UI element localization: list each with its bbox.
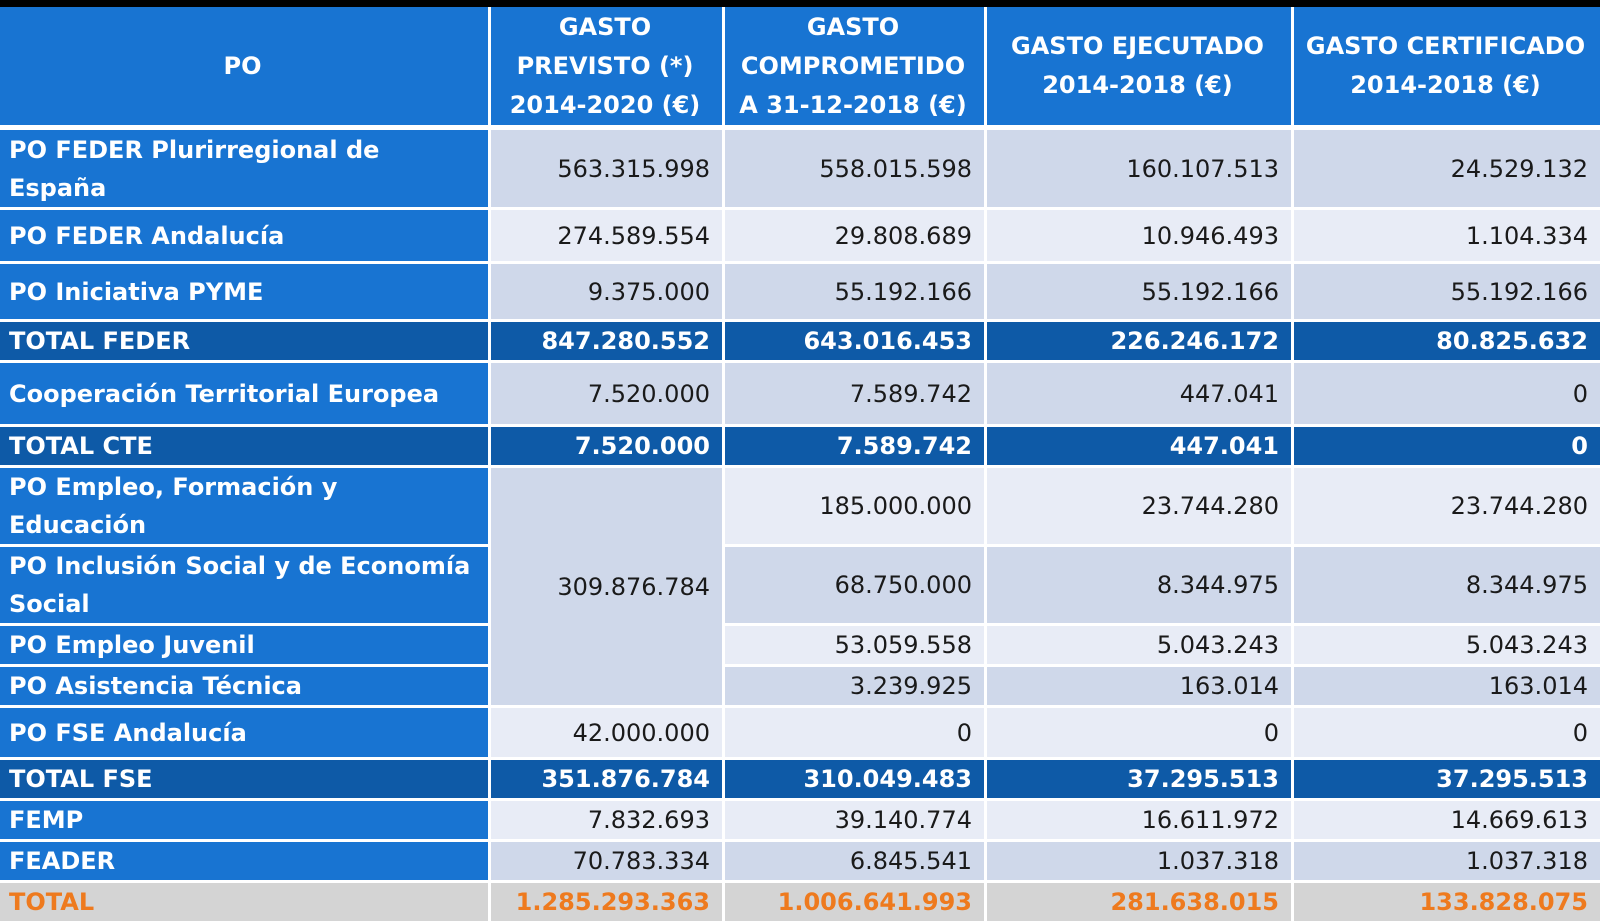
header-row: PO GASTO PREVISTO (*) 2014-2020 (€) GAST…	[0, 7, 1600, 130]
cell-value: 0	[1294, 363, 1600, 427]
cell-value: 29.808.689	[725, 210, 987, 264]
cell-value: 5.043.243	[987, 626, 1294, 667]
subtotal-row: TOTAL FEDER 847.280.552 643.016.453 226.…	[0, 322, 1600, 363]
row-label: PO Iniciativa PYME	[0, 264, 491, 322]
cell-value: 847.280.552	[491, 322, 725, 363]
cell-value: 563.315.998	[491, 130, 725, 210]
row-label: FEMP	[0, 801, 491, 842]
col-header-gasto-comprometido: GASTO COMPROMETIDO A 31-12-2018 (€)	[725, 7, 987, 130]
cell-value: 14.669.613	[1294, 801, 1600, 842]
table-row: PO Empleo, Formación y Educación 309.876…	[0, 468, 1600, 708]
cell-value: 24.529.132	[1294, 130, 1600, 210]
row-label: TOTAL	[0, 883, 491, 924]
table-row: PO FEDER Andalucía 274.589.554 29.808.68…	[0, 210, 1600, 264]
row-label: Cooperación Territorial Europea	[0, 363, 491, 427]
cell-value: 1.285.293.363	[491, 883, 725, 924]
cell-value: 16.611.972	[987, 801, 1294, 842]
cell-value: 10.946.493	[987, 210, 1294, 264]
cell-value: 310.049.483	[725, 760, 987, 801]
cell-value: 133.828.075	[1294, 883, 1600, 924]
table-row: FEMP 7.832.693 39.140.774 16.611.972 14.…	[0, 801, 1600, 842]
cell-value: 447.041	[987, 427, 1294, 468]
cell-value: 351.876.784	[491, 760, 725, 801]
cell-value: 0	[1294, 708, 1600, 760]
cell-value: 42.000.000	[491, 708, 725, 760]
cell-value: 8.344.975	[987, 547, 1294, 626]
cell-value: 163.014	[987, 667, 1294, 708]
cell-value: 55.192.166	[1294, 264, 1600, 322]
cell-value: 160.107.513	[987, 130, 1294, 210]
row-label: TOTAL FSE	[0, 760, 491, 801]
cell-value: 226.246.172	[987, 322, 1294, 363]
cell-value: 80.825.632	[1294, 322, 1600, 363]
cell-value: 0	[987, 708, 1294, 760]
cell-value: 447.041	[987, 363, 1294, 427]
cell-value: 7.520.000	[491, 363, 725, 427]
row-label: PO Inclusión Social y de Economía Social	[0, 547, 491, 626]
row-label: TOTAL FEDER	[0, 322, 491, 363]
cell-value: 185.000.000	[725, 468, 987, 547]
cell-value-merged: 309.876.784	[491, 468, 725, 708]
cell-value: 0	[1294, 427, 1600, 468]
row-label: PO FEDER Andalucía	[0, 210, 491, 264]
subtotal-row: TOTAL FSE 351.876.784 310.049.483 37.295…	[0, 760, 1600, 801]
cell-value: 55.192.166	[987, 264, 1294, 322]
cell-value: 70.783.334	[491, 842, 725, 883]
table-row: Cooperación Territorial Europea 7.520.00…	[0, 363, 1600, 427]
cell-value: 55.192.166	[725, 264, 987, 322]
col-header-gasto-previsto: GASTO PREVISTO (*) 2014-2020 (€)	[491, 7, 725, 130]
cell-value: 7.832.693	[491, 801, 725, 842]
table-row: PO FEDER Plurirregional de España 563.31…	[0, 130, 1600, 210]
cell-value: 39.140.774	[725, 801, 987, 842]
cell-value: 5.043.243	[1294, 626, 1600, 667]
cell-value: 0	[725, 708, 987, 760]
row-label: PO FEDER Plurirregional de España	[0, 130, 491, 210]
cell-value: 3.239.925	[725, 667, 987, 708]
col-header-gasto-ejecutado: GASTO EJECUTADO 2014-2018 (€)	[987, 7, 1294, 130]
cell-value: 558.015.598	[725, 130, 987, 210]
table-row: PO Empleo Juvenil 53.059.558 5.043.243 5…	[0, 626, 1600, 667]
col-header-gasto-certificado: GASTO CERTIFICADO 2014-2018 (€)	[1294, 7, 1600, 130]
row-label: PO Empleo, Formación y Educación	[0, 468, 491, 547]
slide: PO GASTO PREVISTO (*) 2014-2020 (€) GAST…	[0, 7, 1600, 924]
cell-value: 643.016.453	[725, 322, 987, 363]
table-row: PO Iniciativa PYME 9.375.000 55.192.166 …	[0, 264, 1600, 322]
cell-value: 68.750.000	[725, 547, 987, 626]
table-row: PO Inclusión Social y de Economía Social…	[0, 547, 1600, 626]
table-row: PO FSE Andalucía 42.000.000 0 0 0	[0, 708, 1600, 760]
cell-value: 9.375.000	[491, 264, 725, 322]
subtotal-row: TOTAL CTE 7.520.000 7.589.742 447.041 0	[0, 427, 1600, 468]
row-label: TOTAL CTE	[0, 427, 491, 468]
cell-value: 6.845.541	[725, 842, 987, 883]
cell-value: 8.344.975	[1294, 547, 1600, 626]
cell-value: 274.589.554	[491, 210, 725, 264]
cell-value: 163.014	[1294, 667, 1600, 708]
cell-value: 23.744.280	[1294, 468, 1600, 547]
cell-value: 1.104.334	[1294, 210, 1600, 264]
row-label: FEADER	[0, 842, 491, 883]
cell-value: 37.295.513	[1294, 760, 1600, 801]
col-header-po: PO	[0, 7, 491, 130]
table-row: PO Asistencia Técnica 3.239.925 163.014 …	[0, 667, 1600, 708]
cell-value: 53.059.558	[725, 626, 987, 667]
row-label: PO FSE Andalucía	[0, 708, 491, 760]
funds-table: PO GASTO PREVISTO (*) 2014-2020 (€) GAST…	[0, 7, 1600, 924]
cell-value: 1.037.318	[1294, 842, 1600, 883]
cell-value: 281.638.015	[987, 883, 1294, 924]
cell-value: 1.006.641.993	[725, 883, 987, 924]
cell-value: 1.037.318	[987, 842, 1294, 883]
cell-value: 7.589.742	[725, 363, 987, 427]
table-row: FEADER 70.783.334 6.845.541 1.037.318 1.…	[0, 842, 1600, 883]
cell-value: 23.744.280	[987, 468, 1294, 547]
row-label: PO Asistencia Técnica	[0, 667, 491, 708]
cell-value: 7.520.000	[491, 427, 725, 468]
cell-value: 7.589.742	[725, 427, 987, 468]
cell-value: 37.295.513	[987, 760, 1294, 801]
row-label: PO Empleo Juvenil	[0, 626, 491, 667]
grand-total-row: TOTAL 1.285.293.363 1.006.641.993 281.63…	[0, 883, 1600, 924]
